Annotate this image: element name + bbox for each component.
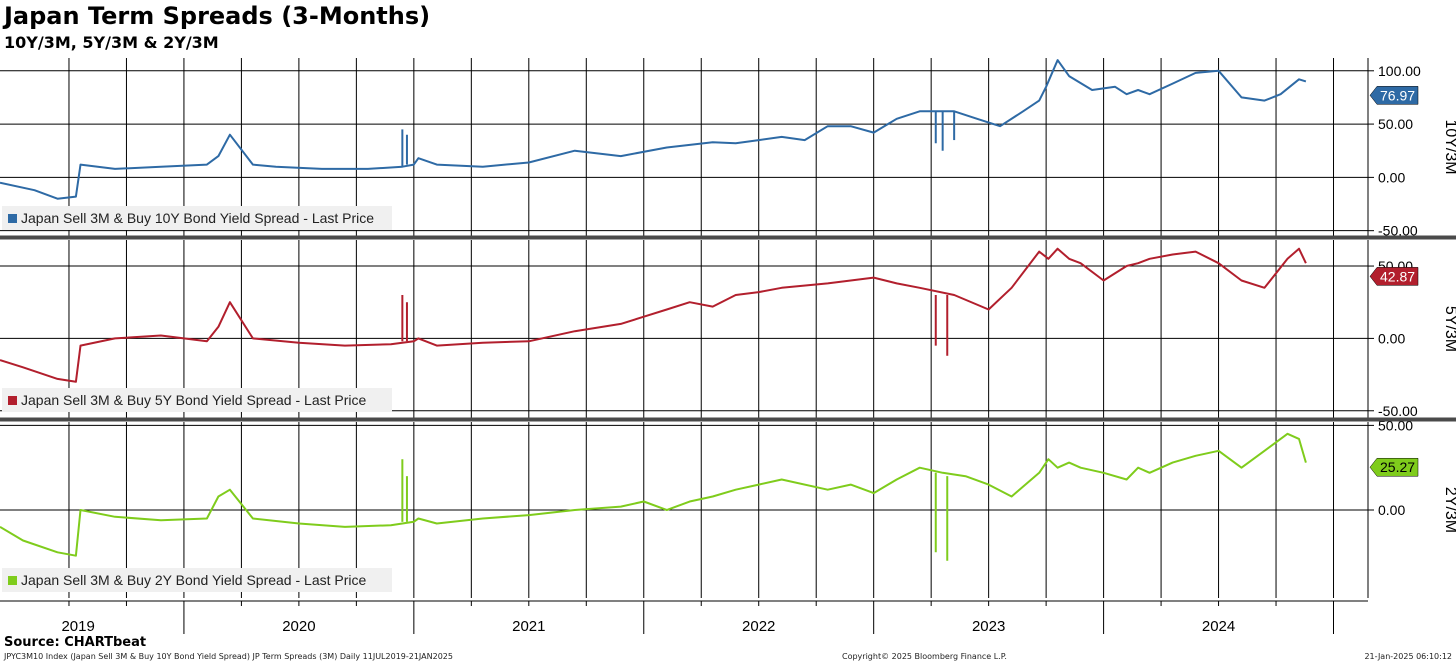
x-tick-label: 2020: [282, 618, 315, 635]
footer-copyright: Copyright© 2025 Bloomberg Finance L.P.: [842, 652, 1007, 661]
y-tick-label: 50.00: [1378, 116, 1413, 132]
y-axis-title: 10Y/3M: [1442, 119, 1456, 174]
legend-box: [2, 568, 392, 592]
x-tick-label: 2023: [972, 618, 1005, 635]
y-tick-label: 0.00: [1378, 330, 1405, 346]
y-tick-label: -50.00: [1378, 223, 1418, 239]
last-value-label: 42.87: [1380, 268, 1415, 284]
last-value-label: 25.27: [1380, 459, 1415, 475]
chart-subtitle: 10Y/3M, 5Y/3M & 2Y/3M: [4, 33, 219, 52]
panel-divider: [0, 235, 1456, 240]
last-value-tag: [1369, 267, 1419, 286]
legend-box: [2, 206, 392, 230]
y-axis-title: 5Y/3M: [1442, 306, 1456, 352]
last-value-label: 76.97: [1380, 87, 1415, 103]
chart-title: Japan Term Spreads (3-Months): [4, 2, 431, 30]
legend-swatch: [8, 396, 17, 405]
series-line: [0, 247, 1307, 383]
last-value-tag: [1369, 86, 1419, 105]
y-axis-title: 2Y/3M: [1442, 487, 1456, 533]
x-tick-label: 2024: [1202, 618, 1235, 635]
x-tick-label: 2022: [742, 618, 775, 635]
legend-label: Japan Sell 3M & Buy 10Y Bond Yield Sprea…: [21, 210, 374, 226]
legend-label: Japan Sell 3M & Buy 2Y Bond Yield Spread…: [21, 572, 366, 588]
footer-timestamp: 21-Jan-2025 06:10:12: [1364, 652, 1452, 661]
panel-1: 100.00 50.00 0.00 -50.00 76.97 10Y/3M Japan Se…: [0, 58, 1456, 239]
y-tick-label: -50.00: [1378, 403, 1418, 419]
series-line: [0, 432, 1307, 557]
x-tick-label: 2019: [61, 618, 94, 635]
source-label: Source: CHARTbeat: [4, 635, 147, 650]
x-tick-label: 2021: [512, 618, 545, 635]
series-line: [0, 59, 1307, 200]
legend-label: Japan Sell 3M & Buy 5Y Bond Yield Spread…: [21, 392, 366, 408]
legend-swatch: [8, 576, 17, 585]
panel-divider: [0, 417, 1456, 422]
y-tick-label: 100.00: [1378, 63, 1421, 79]
y-tick-label: 0.00: [1378, 502, 1405, 518]
y-tick-label: 0.00: [1378, 169, 1405, 185]
footer-index-description: JPYC3M10 Index (Japan Sell 3M & Buy 10Y …: [4, 652, 453, 661]
last-value-tag: [1369, 457, 1419, 477]
legend-box: [2, 388, 392, 412]
legend-swatch: [8, 214, 17, 223]
